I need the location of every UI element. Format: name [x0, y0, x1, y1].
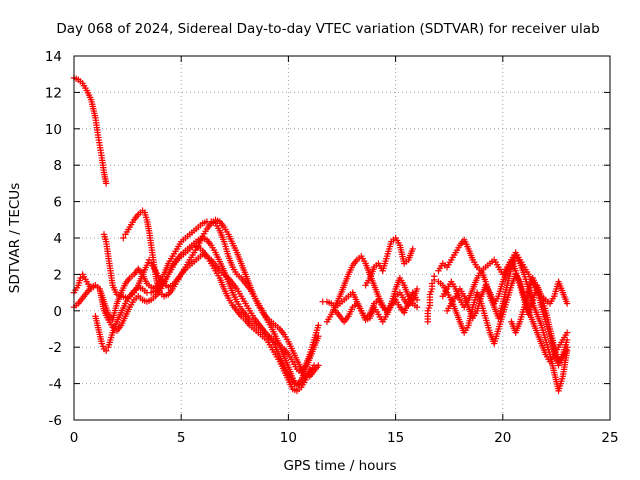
data-point	[315, 333, 322, 340]
y-tick-label: -6	[49, 413, 62, 429]
tick-labels: 0 5 10 15 20 25 -6 -4 -2 0 2 4 6 8 10 12 14	[45, 49, 619, 446]
data-point	[413, 285, 421, 293]
y-tick-label: 4	[53, 231, 62, 247]
x-tick-label: 20	[494, 430, 511, 446]
data-point	[563, 336, 571, 344]
y-tick-label: 6	[53, 195, 62, 211]
y-tick-label: 10	[45, 122, 62, 138]
chart-title: Day 068 of 2024, Sidereal Day-to-day VTE…	[56, 21, 599, 37]
y-tick-label: -4	[49, 377, 62, 393]
x-tick-label: 25	[601, 430, 618, 446]
y-tick-label: 2	[53, 267, 62, 283]
y-tick-label: 14	[45, 49, 62, 65]
series-s12	[435, 236, 571, 307]
y-tick-label: 12	[45, 85, 62, 101]
series-s1	[70, 74, 110, 187]
grid-lines	[74, 56, 610, 420]
data-point	[102, 180, 110, 187]
y-tick-label: -2	[49, 340, 62, 356]
y-axis-label: SDTVAR / TECUs	[7, 183, 23, 293]
series-s6	[120, 207, 322, 380]
series-s9	[362, 234, 416, 289]
series-s10	[332, 289, 421, 325]
x-tick-label: 15	[387, 430, 404, 446]
y-tick-label: 0	[53, 304, 62, 320]
x-tick-label: 10	[280, 430, 297, 446]
data-point	[428, 280, 436, 287]
series-s3	[70, 242, 318, 395]
data-point	[413, 303, 421, 311]
x-tick-label: 0	[70, 430, 79, 446]
series-s11	[424, 273, 438, 325]
x-tick-label: 5	[177, 430, 186, 446]
data-point	[413, 296, 421, 304]
data-point	[315, 322, 322, 329]
data-point	[77, 274, 84, 282]
data-point	[563, 344, 571, 351]
series-s8	[323, 253, 421, 325]
data-point	[315, 362, 322, 369]
series-s5	[100, 231, 322, 376]
data-point	[409, 245, 416, 253]
data-point	[102, 347, 110, 355]
data-marks	[70, 74, 571, 395]
series-s16	[508, 274, 571, 369]
data-point	[563, 329, 571, 336]
y-tick-label: 8	[53, 158, 62, 174]
data-point	[120, 234, 127, 242]
data-point	[430, 273, 438, 280]
x-axis-label: GPS time / hours	[283, 458, 396, 474]
data-point	[563, 300, 571, 307]
axis-ticks	[73, 55, 611, 421]
